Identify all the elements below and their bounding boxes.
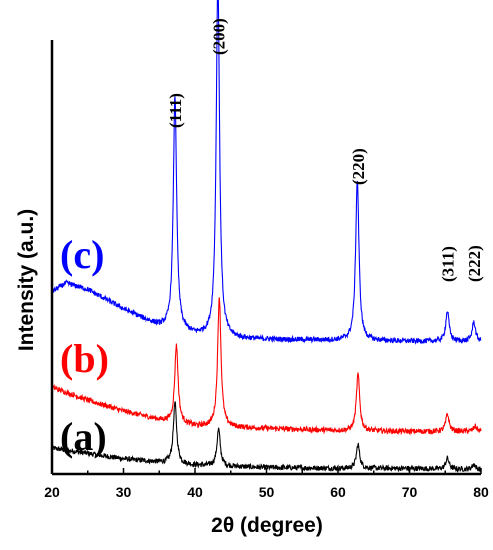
peak-label: (111): [166, 93, 185, 128]
x-tick-label: 20: [44, 484, 60, 500]
x-axis-label: 2θ (degree): [211, 514, 323, 537]
series-line-b: [51, 297, 482, 436]
peak-label: (222): [465, 245, 484, 282]
x-tick-label: 80: [473, 484, 489, 500]
x-tick-label: 60: [330, 484, 346, 500]
y-axis-label: Intensity (a.u.): [15, 209, 38, 351]
peak-label: (311): [438, 246, 457, 282]
x-ticks: 20 30 40 50 60 70 80: [44, 468, 489, 500]
x-tick-label: 70: [402, 484, 418, 500]
peak-labels: (111) (200) (220) (311) (222): [166, 18, 484, 282]
series-line-c: [51, 0, 482, 345]
peak-label: (220): [349, 148, 368, 185]
series-label-b: (b): [60, 336, 109, 381]
series-label-c: (c): [60, 232, 104, 277]
series-labels: (a) (b) (c): [60, 232, 109, 459]
x-tick-label: 40: [187, 484, 203, 500]
series-curves: [51, 0, 482, 473]
series-line-a: [51, 401, 482, 473]
peak-label: (200): [210, 18, 229, 55]
axes: [50, 40, 481, 476]
series-label-a: (a): [60, 414, 107, 459]
x-tick-label: 50: [259, 484, 275, 500]
x-tick-label: 30: [116, 484, 132, 500]
